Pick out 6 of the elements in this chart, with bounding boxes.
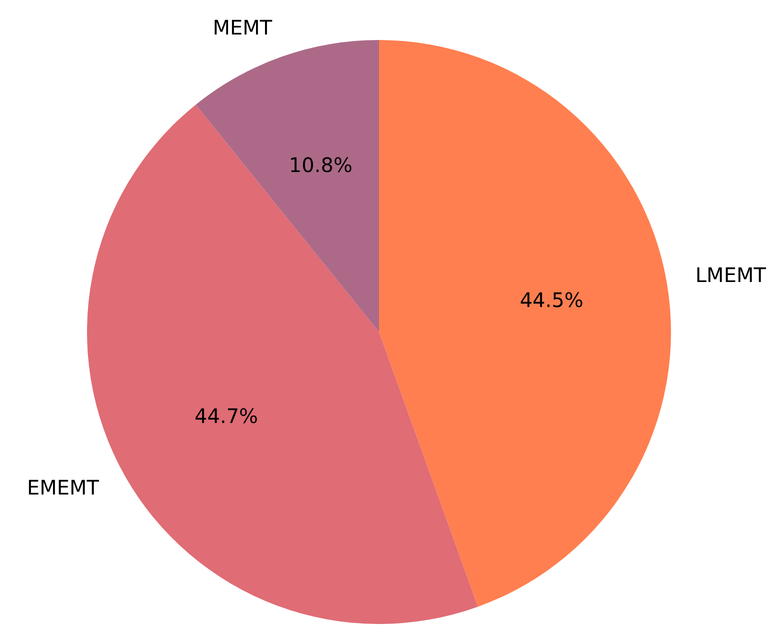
slice-label: EMEMT (26, 476, 100, 500)
data-label: 10.8% (288, 152, 352, 177)
data-label: 44.5% (520, 288, 584, 312)
data-label: 44.7% (194, 404, 258, 428)
slice-label: LMEMT (695, 262, 767, 287)
slice-label: MEMT (212, 15, 273, 40)
